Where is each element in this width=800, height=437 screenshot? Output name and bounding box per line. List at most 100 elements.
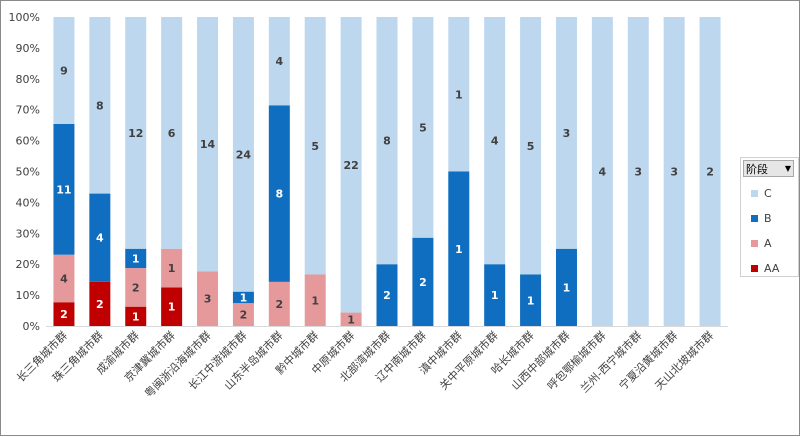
data-label: 3 bbox=[634, 166, 642, 179]
bar-segment-b bbox=[412, 237, 434, 326]
legend-swatch bbox=[751, 215, 758, 222]
bar-segment-b bbox=[520, 274, 542, 326]
bar-segment-a bbox=[161, 248, 183, 288]
legend-swatch bbox=[751, 190, 758, 197]
data-label: 8 bbox=[275, 188, 283, 201]
legend-label: AA bbox=[764, 262, 780, 275]
y-tick-label: 100% bbox=[9, 11, 40, 24]
bar-segment-c bbox=[412, 17, 434, 238]
bar-segment-b bbox=[484, 264, 506, 326]
bar-segment-b bbox=[555, 248, 577, 326]
legend-filter-button[interactable]: 阶段 ▼ bbox=[743, 160, 794, 177]
bar-segment-b bbox=[53, 123, 75, 255]
y-tick-label: 80% bbox=[16, 73, 40, 86]
bar-segment-c bbox=[699, 17, 721, 326]
bar-segment-b bbox=[232, 291, 254, 304]
data-label: 1 bbox=[491, 289, 499, 302]
data-label: 1 bbox=[347, 313, 355, 326]
legend-item-aa: AA bbox=[751, 262, 779, 275]
data-label: 4 bbox=[96, 232, 104, 245]
bar-segment-c bbox=[268, 17, 290, 106]
data-label: 24 bbox=[236, 148, 252, 161]
bar-segment-aa bbox=[161, 287, 183, 326]
data-label: 5 bbox=[419, 121, 427, 134]
bar-segment-c bbox=[197, 17, 219, 272]
bar-segment-a bbox=[232, 303, 254, 326]
legend-swatch bbox=[751, 240, 758, 247]
data-label: 4 bbox=[275, 55, 283, 68]
data-label: 2 bbox=[419, 276, 427, 289]
bar-segment-c bbox=[125, 17, 147, 249]
legend-title: 阶段 bbox=[746, 162, 768, 176]
bar-segment-c bbox=[484, 17, 506, 265]
bar-segment-c bbox=[448, 17, 470, 172]
data-label: 11 bbox=[56, 183, 71, 196]
bar-segment-c bbox=[53, 17, 75, 124]
bar-segment-a bbox=[268, 281, 290, 326]
data-label: 1 bbox=[132, 252, 140, 265]
y-tick-label: 60% bbox=[16, 135, 40, 148]
data-label: 1 bbox=[563, 281, 571, 294]
y-tick-label: 20% bbox=[16, 258, 40, 271]
data-label: 1 bbox=[455, 88, 463, 101]
data-label: 1 bbox=[132, 310, 140, 323]
data-label: 2 bbox=[275, 298, 283, 311]
data-label: 1 bbox=[527, 294, 535, 307]
data-label: 14 bbox=[200, 138, 216, 151]
bar-segment-c bbox=[663, 17, 685, 326]
y-tick-label: 0% bbox=[23, 320, 40, 333]
dropdown-arrow-icon: ▼ bbox=[784, 164, 791, 173]
bar-segment-b bbox=[376, 264, 398, 326]
data-label: 3 bbox=[670, 166, 678, 179]
data-label: 2 bbox=[383, 289, 391, 302]
bar-segment-b bbox=[448, 171, 470, 326]
bar-segment-b bbox=[268, 105, 290, 282]
bars-layer bbox=[53, 17, 721, 326]
data-label: 1 bbox=[168, 262, 176, 275]
bar-segment-b bbox=[89, 193, 111, 282]
bar-segment-c bbox=[340, 17, 362, 313]
bar-segment-c bbox=[232, 17, 254, 292]
bar-segment-aa bbox=[53, 302, 75, 326]
data-label: 9 bbox=[60, 64, 68, 77]
data-label: 1 bbox=[311, 294, 319, 307]
bar-segment-c bbox=[591, 17, 613, 326]
bar-segment-a bbox=[125, 268, 147, 307]
data-label: 6 bbox=[168, 127, 176, 140]
bar-segment-c bbox=[627, 17, 649, 326]
legend-label: A bbox=[764, 237, 772, 250]
bar-segment-aa bbox=[89, 281, 111, 326]
data-label: 12 bbox=[128, 127, 143, 140]
axis-layer: 0%10%20%30%40%50%60%70%80%90%100%长三角城市群珠… bbox=[9, 11, 728, 400]
data-label: 1 bbox=[240, 291, 248, 304]
legend-swatch bbox=[751, 265, 758, 272]
bar-segment-c bbox=[161, 17, 183, 249]
bar-segment-aa bbox=[125, 306, 147, 326]
y-tick-label: 10% bbox=[16, 289, 40, 302]
legend-label: C bbox=[764, 187, 772, 200]
data-label: 2 bbox=[132, 281, 140, 294]
data-label: 4 bbox=[60, 272, 68, 285]
bar-segment-c bbox=[304, 17, 326, 275]
bar-segment-a bbox=[53, 254, 75, 303]
bar-segment-b bbox=[125, 248, 147, 269]
data-label: 1 bbox=[168, 301, 176, 314]
data-label: 5 bbox=[311, 140, 319, 153]
data-label: 3 bbox=[204, 293, 212, 306]
bar-segment-c bbox=[520, 17, 542, 275]
y-tick-label: 40% bbox=[16, 196, 40, 209]
y-tick-label: 90% bbox=[16, 42, 40, 55]
bar-segment-c bbox=[555, 17, 577, 249]
data-label: 1 bbox=[455, 243, 463, 256]
data-label: 2 bbox=[240, 309, 248, 322]
bar-segment-a bbox=[304, 274, 326, 326]
data-label: 5 bbox=[527, 140, 535, 153]
data-label: 2 bbox=[60, 308, 68, 321]
legend-item-b: B bbox=[751, 212, 772, 225]
data-label: 2 bbox=[706, 166, 714, 179]
y-tick-label: 30% bbox=[16, 227, 40, 240]
bar-segment-a bbox=[197, 271, 219, 326]
legend-item-a: A bbox=[751, 237, 772, 250]
